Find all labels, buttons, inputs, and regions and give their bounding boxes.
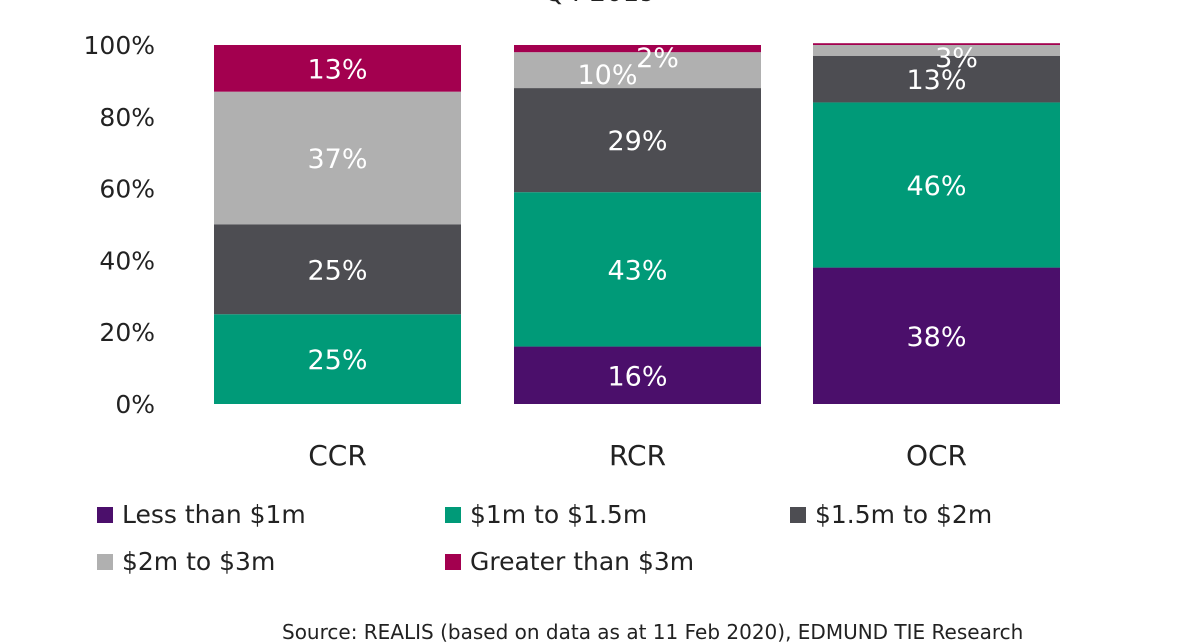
legend-item-2m-to-3m: $2m to $3m: [97, 547, 275, 576]
legend-label: Less than $1m: [122, 500, 306, 529]
data-label: 29%: [607, 126, 667, 157]
legend-label: $2m to $3m: [122, 547, 276, 576]
legend-label: $1.5m to $2m: [815, 500, 993, 529]
bar-segment: [514, 88, 761, 193]
legend-label: Greater than $3m: [470, 547, 695, 576]
bar-segment: [514, 192, 761, 347]
x-tick-label: RCR: [609, 439, 666, 472]
data-label: 13%: [307, 54, 367, 85]
data-label: 46%: [906, 171, 966, 202]
legend-item-1-5m-to-2m: $1.5m to $2m: [790, 500, 992, 529]
bar-segment: [214, 45, 461, 92]
y-tick-label: 0%: [115, 390, 155, 419]
legend-swatch: [445, 506, 461, 523]
y-tick-label: 20%: [99, 318, 155, 347]
stacked-bar-chart: 0% 20% 40% 60% 80% 100% 25% 25% 37% 13% CCR 16% 43% 2…: [84, 31, 1060, 472]
x-tick-label: CCR: [308, 439, 367, 472]
bar-segment: [813, 102, 1060, 268]
bar-segment: [813, 43, 1060, 45]
legend-item-greater-than-3m: Greater than $3m: [445, 547, 694, 576]
legend-swatch: [97, 553, 113, 570]
x-tick-label: OCR: [906, 439, 967, 472]
data-label: 43%: [607, 255, 667, 286]
chart-title: Q4 2019: [0, 0, 1200, 8]
bar-segment: [813, 45, 1060, 56]
bar-segment: [214, 314, 461, 404]
data-label: 3%: [935, 43, 978, 74]
legend-item-1m-to-1-5m: $1m to $1.5m: [445, 500, 647, 529]
bar-segment: [514, 45, 761, 53]
legend-swatch: [790, 506, 806, 523]
data-label: 10%: [577, 60, 637, 91]
bar-segment: [214, 91, 461, 225]
y-tick-label: 80%: [99, 103, 155, 132]
y-tick-label: 100%: [84, 31, 155, 60]
y-tick-label: 40%: [99, 246, 155, 275]
data-label: 25%: [307, 255, 367, 286]
legend-item-less-than-1m: Less than $1m: [97, 500, 306, 529]
bar-segment: [813, 55, 1060, 103]
source-note: Source: REALIS (based on data as at 11 F…: [282, 620, 1024, 644]
bar-segment: [514, 346, 761, 404]
data-label: 37%: [307, 144, 367, 175]
bar-segment: [214, 224, 461, 315]
legend-swatch: [445, 553, 461, 570]
bar-segment: [813, 267, 1060, 404]
data-label: 25%: [307, 345, 367, 376]
legend-label: $1m to $1.5m: [470, 500, 648, 529]
legend-swatch: [97, 506, 113, 523]
y-tick-label: 60%: [99, 175, 155, 204]
data-label: 16%: [607, 361, 667, 392]
data-label: 38%: [906, 322, 966, 353]
bar-segment: [514, 52, 761, 89]
data-label: 13%: [906, 65, 966, 96]
data-label: 2%: [636, 43, 679, 74]
